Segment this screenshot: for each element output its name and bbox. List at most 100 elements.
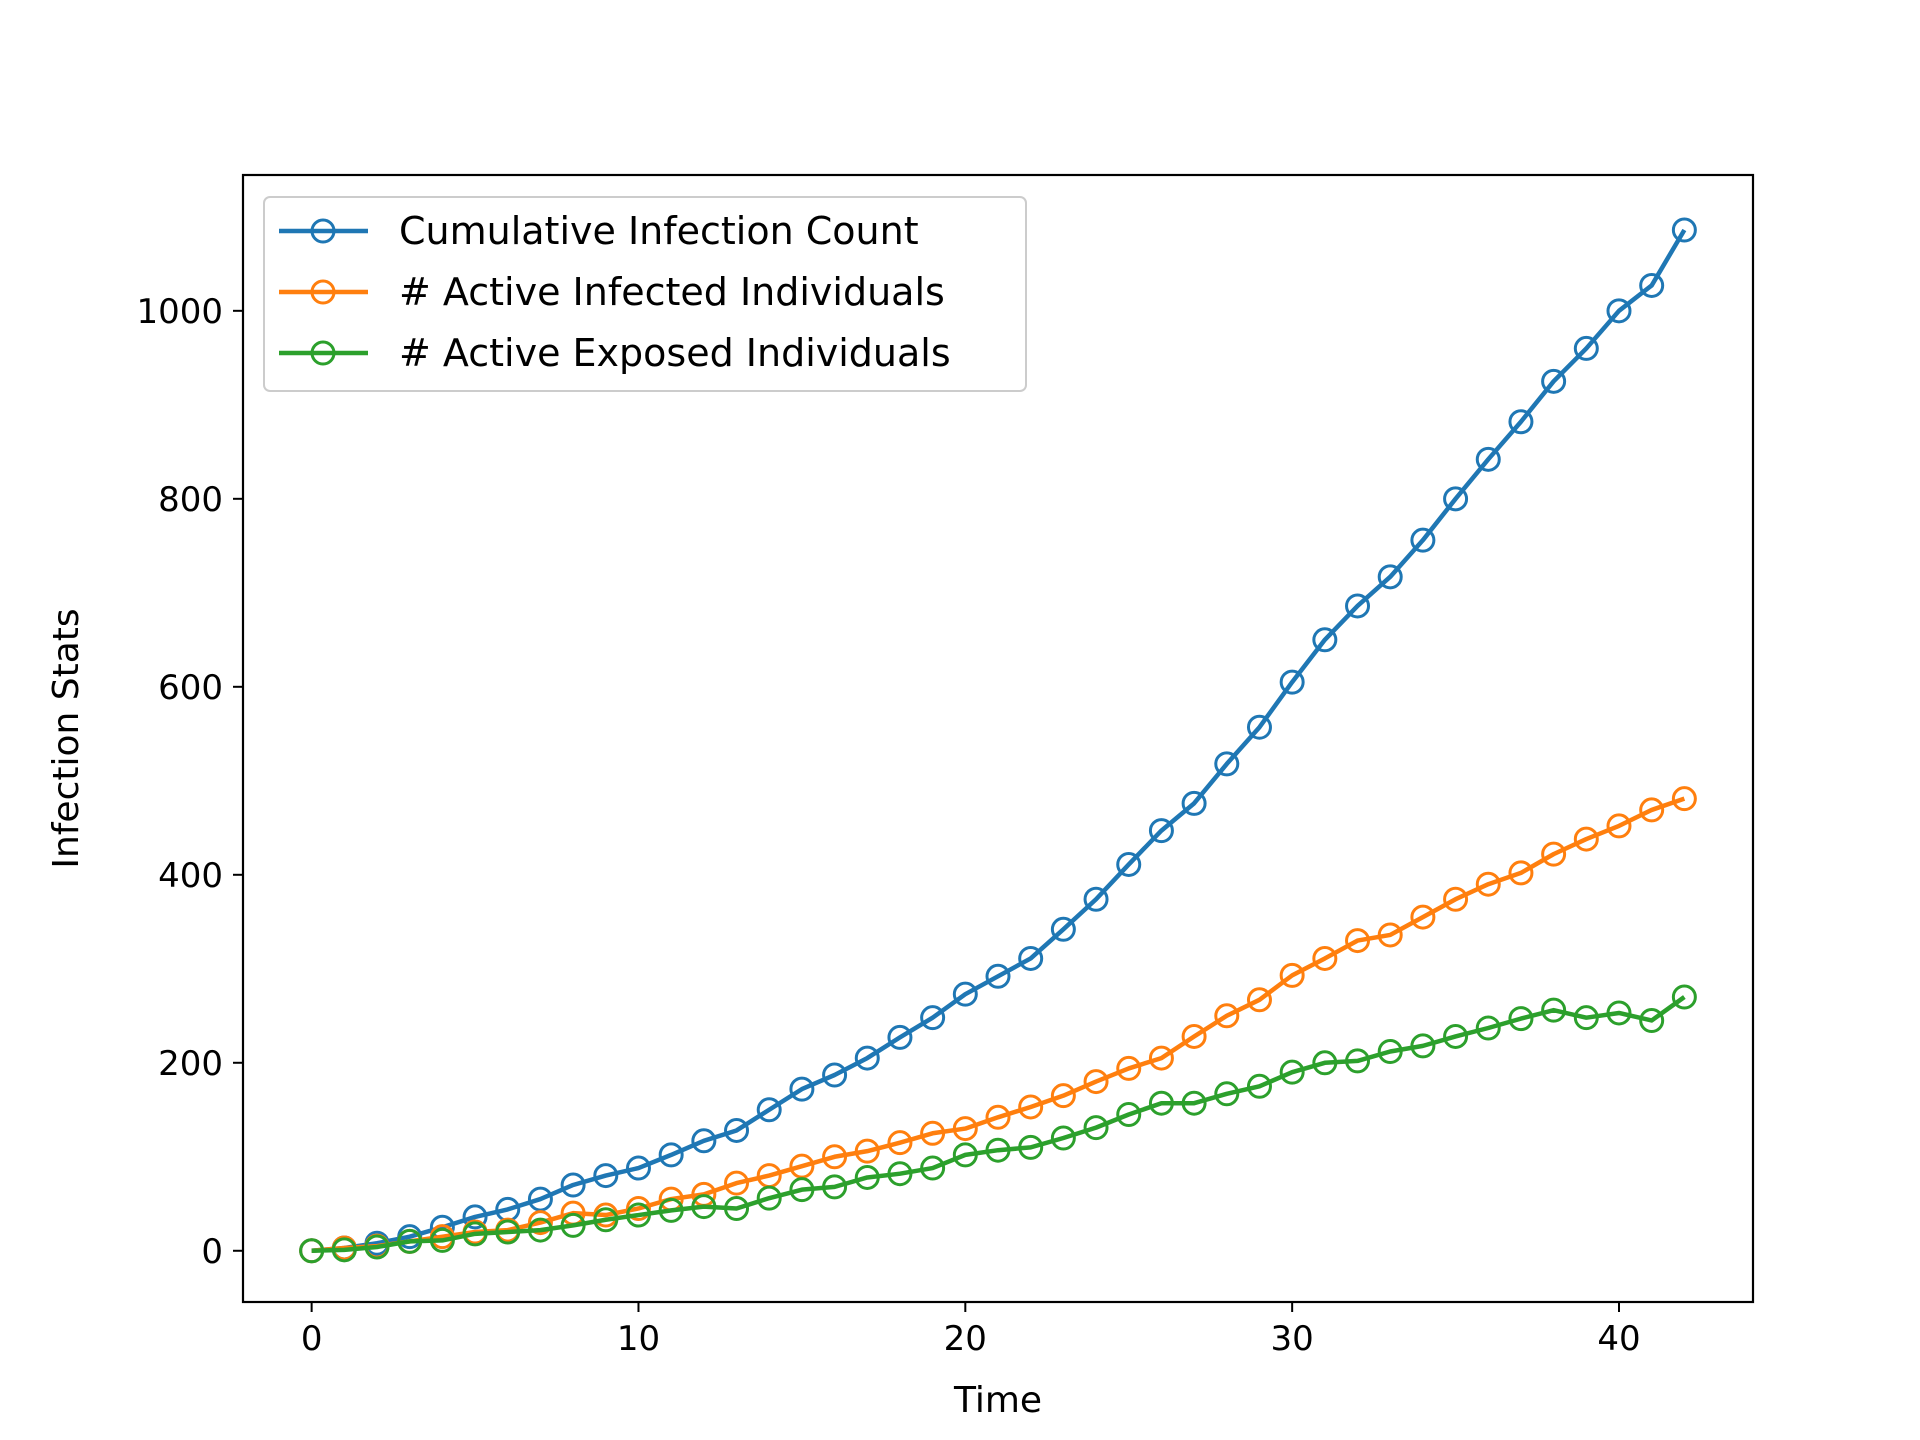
data-point	[887, 1161, 913, 1187]
data-point	[593, 1207, 619, 1233]
data-point	[920, 1120, 946, 1146]
data-point	[887, 1024, 913, 1050]
series-3	[299, 984, 1697, 1264]
y-axis: 0 200 400 600 800 1000	[136, 292, 243, 1272]
y-tick-label: 1000	[136, 292, 223, 332]
data-point	[625, 1202, 651, 1228]
data-point	[1148, 818, 1174, 844]
x-tick-label: 0	[301, 1319, 323, 1359]
data-point	[1214, 1081, 1240, 1107]
x-axis: 0 10 20 30 40	[301, 1302, 1641, 1359]
data-point	[1018, 945, 1044, 971]
series-line	[311, 228, 1687, 1254]
series-2	[299, 786, 1697, 1264]
data-point	[1312, 1050, 1338, 1076]
data-point	[1475, 1015, 1501, 1041]
data-point	[1246, 987, 1272, 1013]
data-point	[724, 1195, 750, 1221]
data-point	[593, 1163, 619, 1189]
data-point	[1671, 217, 1697, 243]
data-point	[756, 1185, 782, 1211]
data-point	[920, 1005, 946, 1031]
data-point	[854, 1138, 880, 1164]
data-point	[1116, 851, 1142, 877]
data-point	[1083, 886, 1109, 912]
legend-item: # Active Infected Individuals	[279, 270, 945, 314]
x-tick-label: 20	[944, 1319, 987, 1359]
data-point	[1083, 1115, 1109, 1141]
data-point	[1639, 797, 1665, 823]
data-point	[854, 1164, 880, 1190]
data-point	[1573, 826, 1599, 852]
data-point	[1377, 922, 1403, 948]
data-point	[1443, 486, 1469, 512]
data-point	[1671, 786, 1697, 812]
x-tick-label: 30	[1271, 1319, 1314, 1359]
data-point	[658, 1197, 684, 1223]
data-point	[1541, 368, 1567, 394]
plot-frame	[241, 173, 1755, 1304]
data-point	[560, 1172, 586, 1198]
data-point	[1246, 1073, 1272, 1099]
data-point	[1377, 564, 1403, 590]
data-point	[1475, 871, 1501, 897]
data-point	[1148, 1045, 1174, 1071]
data-point	[724, 1117, 750, 1143]
data-point	[691, 1194, 717, 1220]
data-point	[1639, 272, 1665, 298]
data-point	[822, 1062, 848, 1088]
data-point	[1181, 1023, 1207, 1049]
legend-item: # Active Exposed Individuals	[279, 331, 951, 375]
data-point	[1508, 409, 1534, 435]
data-point	[1214, 751, 1240, 777]
data-point	[1573, 1005, 1599, 1031]
y-tick-label: 0	[201, 1232, 223, 1272]
data-point	[560, 1212, 586, 1238]
data-point	[887, 1130, 913, 1156]
legend-marker	[310, 340, 336, 366]
data-point	[527, 1217, 553, 1243]
data-point	[495, 1219, 521, 1245]
data-point	[1377, 1039, 1403, 1065]
y-tick-label: 800	[158, 480, 223, 520]
data-point	[952, 1116, 978, 1142]
data-point	[1083, 1069, 1109, 1095]
legend-label: Cumulative Infection Count	[399, 209, 919, 253]
data-point	[462, 1204, 488, 1230]
data-point	[952, 1142, 978, 1168]
legend-label: # Active Exposed Individuals	[399, 331, 951, 375]
data-point	[1508, 860, 1534, 886]
data-point	[397, 1228, 423, 1254]
data-point	[1475, 446, 1501, 472]
data-point	[1312, 945, 1338, 971]
data-point	[1050, 916, 1076, 942]
data-point	[1606, 1000, 1632, 1026]
data-point	[1214, 1003, 1240, 1029]
data-point	[1443, 1023, 1469, 1049]
data-point	[625, 1155, 651, 1181]
legend-label: # Active Infected Individuals	[399, 270, 945, 314]
data-point	[1279, 1059, 1305, 1085]
data-point	[985, 1104, 1011, 1130]
data-point	[625, 1195, 651, 1221]
series-line	[311, 796, 1686, 1254]
legend-box	[263, 196, 1027, 392]
data-point	[1541, 997, 1567, 1023]
legend: Cumulative Infection Count # Active Infec…	[263, 196, 1027, 392]
y-tick-label: 600	[158, 668, 223, 708]
data-point	[429, 1227, 455, 1253]
data-point	[1671, 984, 1697, 1010]
data-point	[299, 1238, 325, 1264]
data-point	[1345, 593, 1371, 619]
data-point	[985, 963, 1011, 989]
data-point	[691, 1128, 717, 1154]
data-point	[1639, 1007, 1665, 1033]
data-point	[822, 1174, 848, 1200]
data-point	[1410, 904, 1436, 930]
data-point	[1606, 813, 1632, 839]
data-point	[1279, 962, 1305, 988]
data-point	[789, 1076, 815, 1102]
legend-marker	[310, 279, 336, 305]
data-point	[1116, 1101, 1142, 1127]
data-point	[1312, 627, 1338, 653]
